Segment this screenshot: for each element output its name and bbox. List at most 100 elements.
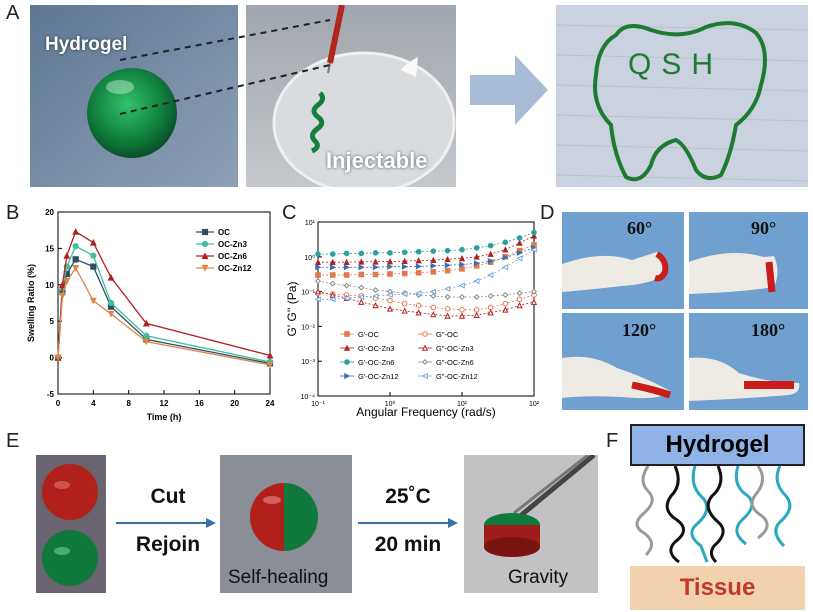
series-line [318, 247, 535, 268]
y-tick-label: 10⁻² [301, 324, 315, 331]
data-point [530, 232, 538, 239]
data-point [516, 239, 523, 246]
data-point [386, 291, 393, 299]
data-point [372, 250, 379, 256]
data-point [372, 302, 379, 309]
legend-label: G"-OC-Zn6 [436, 358, 474, 367]
data-point [444, 306, 451, 312]
series-line [317, 291, 535, 317]
series-line [318, 249, 535, 300]
legend-label: G"-OC-Zn3 [436, 344, 474, 353]
data-point [343, 282, 350, 289]
data-point [487, 250, 494, 257]
data-point [502, 246, 509, 253]
injection-photo [246, 5, 456, 187]
data-point [444, 285, 451, 292]
x-tick-label: 20 [230, 399, 239, 408]
data-point [501, 264, 509, 271]
data-point [430, 304, 437, 311]
data-point [315, 264, 322, 271]
data-point [63, 278, 71, 285]
data-point [458, 312, 466, 319]
y-tick-label: 0 [50, 354, 55, 363]
data-point [143, 332, 150, 339]
rheology-chart: 10⁻¹ 10⁰ 10¹ 10²10⁻⁴10⁻³10⁻²10⁻¹10⁰10¹Angul… [285, 220, 540, 419]
data-point [430, 262, 437, 269]
finger-bend-photo-1 [562, 212, 684, 309]
legend-marker [421, 344, 429, 351]
legend-label: G"-OC-Zn12 [436, 372, 478, 381]
data-point [531, 229, 537, 236]
legend-label: G'-OC-Zn6 [358, 358, 394, 367]
y-tick-label: 10 [45, 281, 54, 290]
x-tick-label: 12 [160, 399, 169, 408]
tissue-layer-label: Tissue [679, 574, 756, 601]
data-point [516, 249, 523, 256]
data-point [387, 297, 393, 304]
legend-label: OC-Zn12 [218, 264, 252, 273]
legend-marker [344, 359, 350, 365]
panel-label-f: F [606, 430, 619, 452]
data-point [401, 257, 408, 264]
data-point [516, 290, 523, 297]
data-point [502, 254, 509, 261]
data-point [329, 251, 336, 257]
data-point [89, 238, 97, 246]
legend-marker [422, 331, 428, 337]
data-point [142, 338, 150, 346]
y-tick-label: 10⁰ [304, 254, 315, 262]
data-point [473, 306, 480, 313]
step2-label-temperature: 25˚C [385, 485, 431, 508]
hydrogel-label: Hydrogel [45, 34, 128, 55]
data-point [386, 305, 394, 312]
data-point [358, 250, 365, 257]
series-line [317, 280, 535, 298]
legend-marker [201, 240, 209, 248]
data-point [530, 288, 538, 295]
data-point [387, 263, 394, 270]
gravity-label: Gravity [508, 567, 569, 588]
data-point [401, 270, 408, 277]
data-point [487, 258, 495, 265]
x-tick-label: 10² [529, 401, 540, 408]
legend-marker [421, 372, 428, 380]
data-point [357, 293, 365, 301]
legend-marker [344, 372, 351, 380]
data-point [329, 264, 337, 271]
data-point [72, 264, 80, 272]
data-point [458, 254, 466, 262]
x-tick-label: 24 [266, 399, 275, 408]
x-axis-label: Angular Frequency (rad/s) [356, 405, 495, 419]
data-point [314, 288, 322, 295]
data-point [107, 273, 115, 281]
data-point [415, 302, 422, 309]
data-point [266, 351, 274, 359]
data-point [314, 258, 322, 265]
data-point [415, 309, 422, 316]
data-point [343, 264, 351, 271]
data-point [358, 258, 365, 265]
data-point [487, 292, 494, 299]
y-tick-label: 20 [45, 208, 54, 217]
data-point [444, 293, 451, 300]
data-point [343, 258, 350, 265]
angle-label-3: 120° [622, 320, 657, 340]
data-point [429, 288, 437, 295]
x-tick-label: 10⁰ [385, 400, 396, 408]
data-point [314, 278, 322, 285]
y-tick-label: 10¹ [305, 220, 316, 227]
data-point [72, 256, 79, 263]
plot-frame [317, 221, 535, 397]
data-point [487, 271, 494, 279]
finger-bend-photo-2 [689, 212, 808, 309]
legend-marker [201, 264, 209, 272]
data-point [516, 296, 523, 303]
data-point [401, 300, 408, 307]
legend-label: G"-OC [436, 330, 459, 339]
data-point [372, 264, 379, 271]
rejoined-gel-photo [220, 455, 352, 593]
series-line [57, 266, 271, 366]
data-point [372, 271, 379, 278]
series-line [318, 244, 535, 276]
data-point [142, 319, 150, 327]
